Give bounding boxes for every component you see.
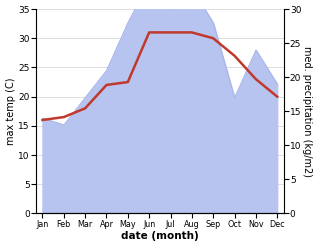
Y-axis label: max temp (C): max temp (C) (5, 78, 16, 145)
Y-axis label: med. precipitation (kg/m2): med. precipitation (kg/m2) (302, 46, 313, 177)
X-axis label: date (month): date (month) (121, 231, 199, 242)
